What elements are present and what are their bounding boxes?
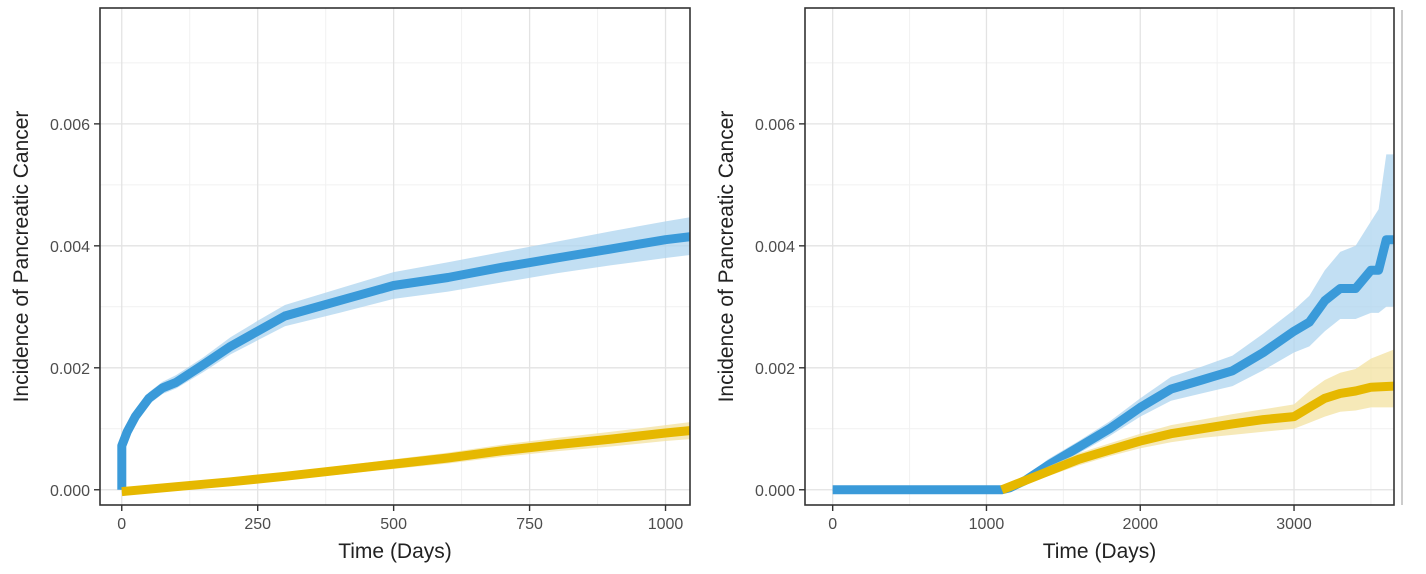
y-tick-label: 0.006 <box>755 117 795 134</box>
y-tick-label: 0.006 <box>50 117 90 134</box>
x-axis-title: Time (Days) <box>338 540 452 563</box>
series-2-line <box>1000 381 1394 494</box>
y-tick-label: 0.002 <box>755 361 795 378</box>
x-tick-label: 2000 <box>1122 516 1158 533</box>
panel-border <box>99 7 691 506</box>
chart-panel-right: 0 1000 2000 3000 0.000 0.002 0.004 0.006 Time (D… <box>715 7 1395 563</box>
x-tick-label: 0 <box>828 516 837 533</box>
x-tick-label: 750 <box>516 516 543 533</box>
y-axis-title: Incidence of Pancreatic Cancer <box>10 111 33 403</box>
y-tick-label: 0.004 <box>755 239 795 256</box>
x-tick-label: 1000 <box>969 516 1005 533</box>
x-tick-label: 1000 <box>648 516 684 533</box>
chart-panel-left: 0 250 500 750 1000 0.000 0.002 0.004 0.006 Time (… <box>10 7 691 563</box>
x-tick-label: 500 <box>380 516 407 533</box>
series-2-line <box>121 426 690 497</box>
y-tick-label: 0.004 <box>50 239 90 256</box>
x-tick-label: 3000 <box>1276 516 1312 533</box>
panel-border <box>804 7 1395 506</box>
x-tick-label: 250 <box>244 516 271 533</box>
y-tick-label: 0.000 <box>50 483 90 500</box>
x-axis-title: Time (Days) <box>1043 540 1157 563</box>
data-layer <box>832 154 1394 495</box>
series-1-line <box>117 232 690 490</box>
data-layer <box>117 217 690 497</box>
y-tick-label: 0.000 <box>755 483 795 500</box>
y-tick-label: 0.002 <box>50 361 90 378</box>
y-axis-title: Incidence of Pancreatic Cancer <box>715 111 738 403</box>
x-tick-label: 0 <box>117 516 126 533</box>
